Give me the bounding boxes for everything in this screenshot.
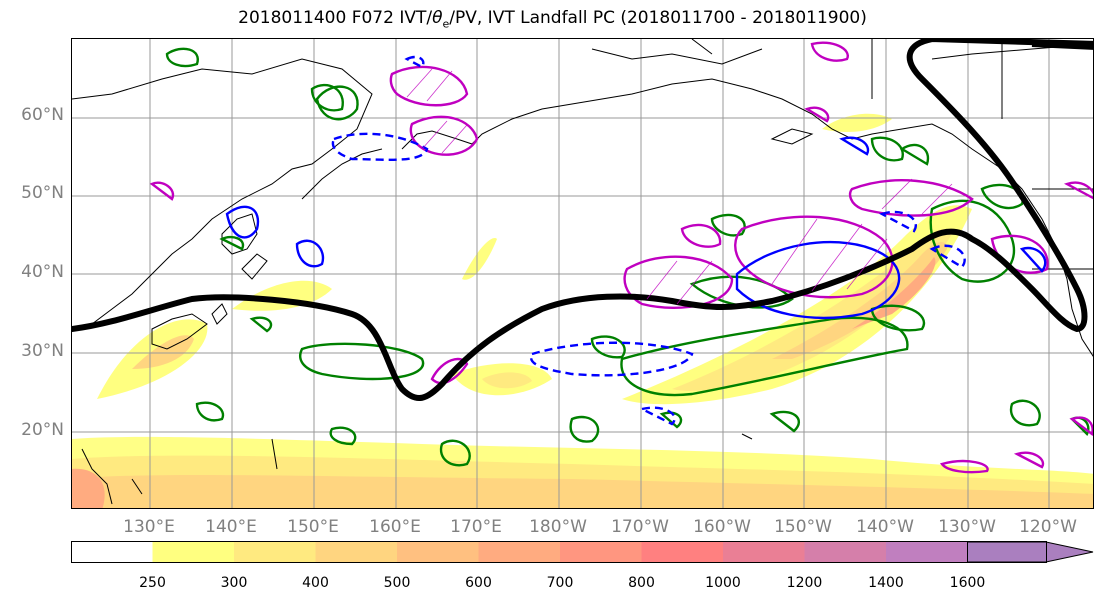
colorbar-tick-label: 1200: [786, 575, 823, 591]
colorbar-cell: [152, 542, 235, 562]
lat-label-50n: 50°N: [21, 183, 64, 203]
colorbar-cell: [560, 542, 642, 562]
colorbar: [71, 541, 1094, 563]
pv-contours: [225, 55, 1047, 426]
ivt-shading: [72, 113, 1093, 508]
map-title: 2018011400 F072 IVT/θe/PV, IVT Landfall …: [0, 8, 1105, 30]
colorbar-cell: [234, 542, 316, 562]
colorbar-cell: [315, 542, 398, 562]
map-panel[interactable]: [71, 38, 1094, 509]
lon-label-120w: 120°W: [1019, 517, 1077, 537]
colorbar-tick-label: 1600: [949, 575, 986, 591]
lon-label-130e: 130°E: [123, 517, 175, 537]
colorbar-cell: [723, 542, 805, 562]
hatching: [406, 68, 953, 305]
colorbar-cell-extend: [967, 541, 1094, 563]
colorbar-tick-label: 700: [546, 575, 574, 591]
colorbar-outline: [71, 541, 1047, 563]
lon-label-140e: 140°E: [205, 517, 257, 537]
colorbar-tick-label: 1000: [705, 575, 741, 591]
lat-label-40n: 40°N: [21, 262, 64, 282]
colorbar-tick-label: 300: [220, 575, 248, 591]
title-subscript: e: [442, 17, 450, 31]
colorbar-cell: [478, 542, 561, 562]
colorbar-tick-label: 250: [139, 575, 166, 591]
colorbar-tick-label: 800: [628, 575, 655, 591]
colorbar-tick-label: 600: [465, 575, 492, 591]
landfall-pc-tail: [1031, 41, 1093, 50]
landfall-pc-line: [72, 39, 1093, 401]
colorbar-tick-label: 400: [302, 575, 329, 591]
lon-label-150w: 150°W: [774, 517, 832, 537]
lat-label-30n: 30°N: [21, 341, 64, 361]
lon-label-140w: 140°W: [856, 517, 914, 537]
title-suffix: /PV, IVT Landfall PC (2018011700 - 20180…: [449, 8, 867, 28]
title-theta: θ: [432, 8, 443, 28]
map-canvas: [72, 39, 1093, 508]
coastlines: [72, 39, 1093, 505]
title-prefix: 2018011400 F072 IVT/: [238, 8, 433, 28]
lon-label-170w: 170°W: [611, 517, 669, 537]
colorbar-cell: [71, 542, 153, 562]
colorbar-cell: [397, 542, 479, 562]
colorbar-cell: [886, 542, 968, 562]
colorbar-tick-label: 500: [383, 575, 411, 591]
lat-lon-grid: [72, 39, 1093, 508]
lat-label-20n: 20°N: [21, 420, 64, 440]
lon-label-130w: 130°W: [938, 517, 996, 537]
colorbar-cell: [804, 542, 887, 562]
lat-label-60n: 60°N: [21, 105, 64, 125]
lon-label-160e: 160°E: [369, 517, 421, 537]
lon-label-150e: 150°E: [287, 517, 339, 537]
lon-label-180w: 180°W: [529, 517, 587, 537]
colorbar-cells: [71, 541, 1094, 563]
colorbar-tick-label: 1400: [868, 575, 904, 591]
lon-label-170e: 170°E: [450, 517, 502, 537]
colorbar-cell: [641, 542, 724, 562]
theta-e-contours: [165, 47, 1090, 467]
lon-label-160w: 160°W: [693, 517, 751, 537]
